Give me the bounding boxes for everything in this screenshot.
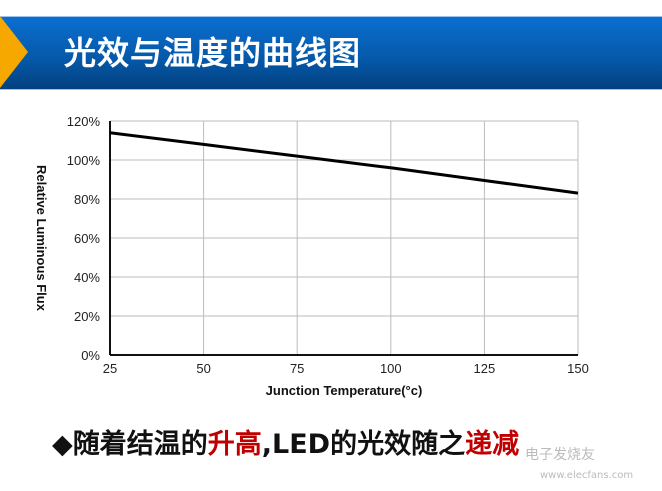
x-tick-label: 50 <box>196 361 210 376</box>
y-tick-label: 0% <box>81 348 100 363</box>
flux-line <box>109 131 579 195</box>
caption-part3: ,LED的光效随之 <box>261 429 466 460</box>
x-tick-label: 150 <box>567 361 589 376</box>
watermark-brand: 电子发烧友 <box>525 447 595 463</box>
y-tick-label: 20% <box>74 309 100 324</box>
y-axis-label: Relative Luminous Flux <box>34 165 49 312</box>
watermark-url: www.elecfans.com <box>540 470 634 481</box>
diamond-bullet-icon: ◆ <box>52 429 73 460</box>
x-tick-label: 125 <box>474 361 496 376</box>
y-tick-label: 80% <box>74 192 100 207</box>
caption-highlight-decrease: 递减 <box>465 429 520 460</box>
page-title: 光效与温度的曲线图 <box>64 34 362 72</box>
y-tick-label: 40% <box>74 270 100 285</box>
title-banner <box>0 16 662 90</box>
x-axis-label: Junction Temperature(°c) <box>266 383 423 398</box>
x-tick-label: 75 <box>290 361 304 376</box>
y-tick-label: 120% <box>67 114 101 129</box>
caption-part1: 随着结温的 <box>72 429 208 460</box>
x-tick-label: 25 <box>103 361 117 376</box>
y-tick-label: 60% <box>74 231 100 246</box>
chevron-icon <box>0 16 28 88</box>
caption: ◆随着结温的升高,LED的光效随之递减 <box>52 422 519 461</box>
caption-highlight-rise: 升高 <box>207 429 262 460</box>
y-tick-label: 100% <box>67 153 101 168</box>
x-tick-label: 100 <box>380 361 402 376</box>
